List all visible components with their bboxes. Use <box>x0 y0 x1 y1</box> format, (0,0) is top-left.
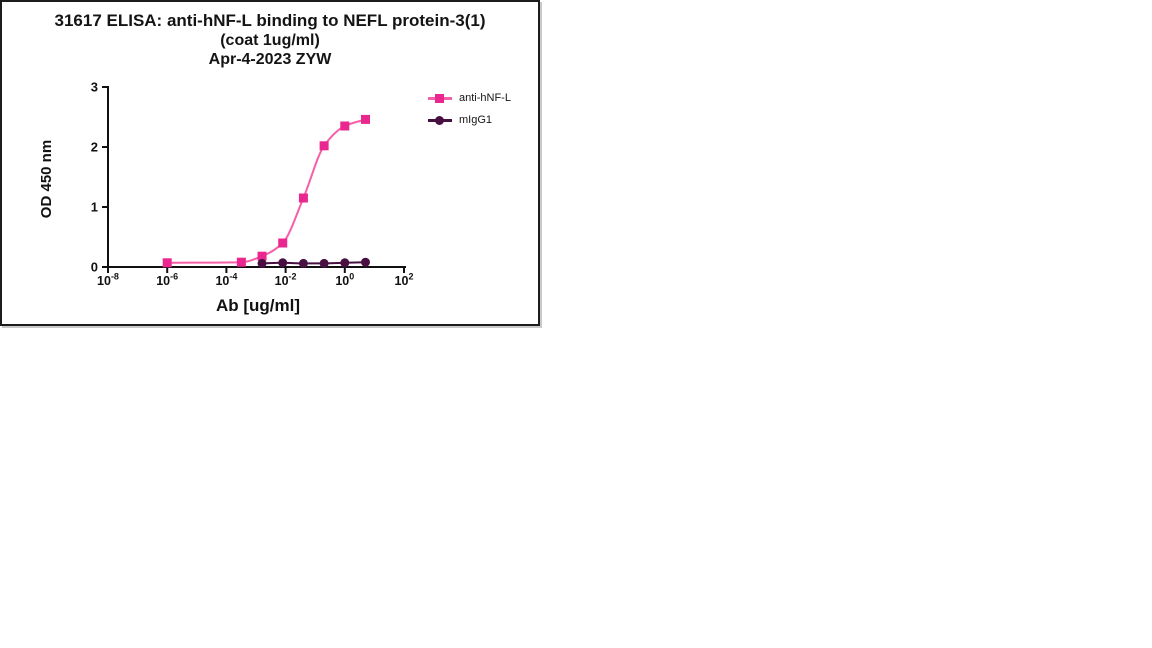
data-point-anti-hNF-L <box>236 257 246 267</box>
legend-item-mIgG1: mIgG1 <box>428 114 511 126</box>
y-tick-label: 1 <box>91 200 98 215</box>
legend-circle-marker-icon <box>428 115 452 126</box>
legend-label: mIgG1 <box>459 114 493 126</box>
x-tick-label: 102 <box>395 272 414 289</box>
data-point-mIgG1 <box>298 258 308 268</box>
x-tick-label: 10-4 <box>215 272 237 289</box>
chart-title-line1: 31617 ELISA: anti-hNF-L binding to NEFL … <box>54 11 486 30</box>
chart-title-line2: (coat 1ug/ml) <box>220 32 320 49</box>
plot-area: 0 1 2 3 10-8 10-6 10-4 10-2 100 102 <box>91 80 414 289</box>
data-point-anti-hNF-L <box>298 193 308 203</box>
data-point-mIgG1 <box>340 258 350 268</box>
data-point-anti-hNF-L <box>257 251 267 261</box>
data-point-mIgG1 <box>278 258 288 268</box>
data-point-anti-hNF-L <box>319 141 329 151</box>
data-point-anti-hNF-L <box>360 114 370 124</box>
chart-title: 31617 ELISA: anti-hNF-L binding to NEFL … <box>2 10 538 69</box>
y-tick-label: 3 <box>91 80 98 95</box>
chart-title-line3: Apr-4-2023 ZYW <box>208 51 332 68</box>
data-point-mIgG1 <box>319 258 329 268</box>
series-line-anti-hNF-L <box>167 118 366 264</box>
legend-label: anti-hNF-L <box>459 92 511 104</box>
x-axis-label: Ab [ug/ml] <box>215 296 301 315</box>
legend: anti-hNF-L mIgG1 <box>428 92 511 126</box>
x-tick-label: 10-8 <box>97 272 119 289</box>
series-line-mIgG1 <box>262 261 366 265</box>
data-point-mIgG1 <box>257 258 267 268</box>
legend-item-anti-hNF-L: anti-hNF-L <box>428 92 511 104</box>
legend-square-marker-icon <box>428 93 452 104</box>
series-anti-hNF-L <box>162 114 370 268</box>
x-tick-label: 10-2 <box>275 272 297 289</box>
y-tick-label: 2 <box>91 140 98 155</box>
data-point-anti-hNF-L <box>278 238 288 248</box>
elisa-chart-panel: 31617 ELISA: anti-hNF-L binding to NEFL … <box>0 0 540 326</box>
data-point-anti-hNF-L <box>162 258 172 268</box>
x-tick-label: 10-6 <box>156 272 178 289</box>
data-point-anti-hNF-L <box>340 121 350 131</box>
y-tick-label: 0 <box>91 260 98 275</box>
series-mIgG1 <box>257 257 370 268</box>
x-tick-label: 100 <box>335 272 354 289</box>
data-point-mIgG1 <box>360 257 370 267</box>
